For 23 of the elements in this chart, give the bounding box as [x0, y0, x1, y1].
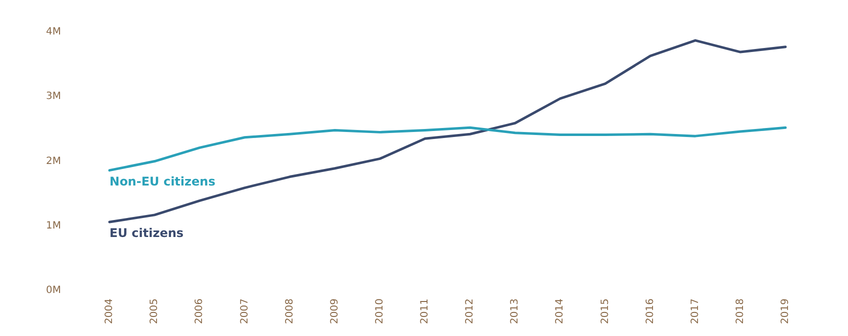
x-tick-label: 2007 — [239, 298, 250, 324]
x-tick-label: 2010 — [374, 298, 386, 324]
x-tick-label: 2013 — [510, 298, 521, 324]
x-tick-label: 2009 — [329, 298, 340, 324]
x-tick-label: 2008 — [284, 298, 296, 324]
x-tick-label: 2017 — [690, 298, 701, 324]
x-tick-label: 2014 — [554, 298, 566, 324]
y-tick-label: 1M — [46, 220, 61, 232]
y-tick-label: 3M — [46, 91, 61, 102]
y-tick-label: 2M — [46, 156, 61, 167]
x-tick-label: 2011 — [420, 298, 431, 324]
x-tick-label: 2016 — [644, 298, 656, 324]
x-tick-label: 2006 — [194, 298, 206, 324]
x-tick-label: 2004 — [104, 298, 116, 324]
x-tick-label: 2005 — [149, 298, 160, 324]
series-label: EU citizens — [110, 226, 184, 240]
y-tick-label: 0M — [46, 285, 61, 296]
x-tick-label: 2015 — [600, 298, 611, 324]
x-tick-label: 2019 — [780, 298, 792, 324]
x-tick-label: 2012 — [464, 298, 476, 324]
y-tick-label: 4M — [46, 26, 61, 38]
series-label: Non-EU citizens — [110, 174, 216, 188]
x-tick-label: 2018 — [735, 298, 746, 324]
